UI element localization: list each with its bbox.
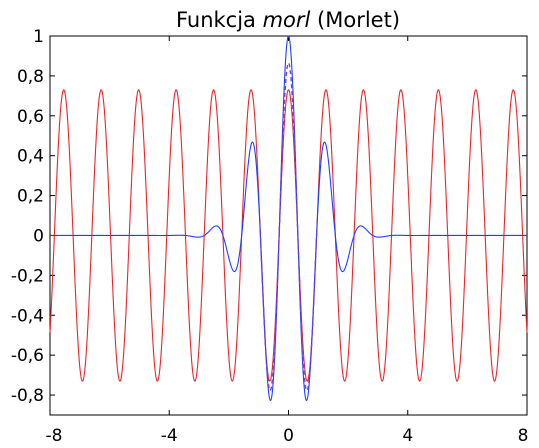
x-tick-label: -8 <box>46 426 63 446</box>
series-morlet-line <box>50 35 527 402</box>
y-tick-label: 0,2 <box>17 187 44 207</box>
y-tick-labels: 1 0,8 0,6 0,4 0,2 0 -0,2 -0,4 -0,6 -0,8 <box>11 27 44 406</box>
series-overlap-dash <box>259 62 318 392</box>
y-tick-label: -0,6 <box>11 346 44 366</box>
plot-frame <box>49 35 528 416</box>
y-tick-label: 0 <box>33 226 44 246</box>
x-tick-label: 8 <box>518 426 529 446</box>
chart-title: Funkcja morl (Morlet) <box>176 8 400 32</box>
x-tick-labels: -8 -4 0 4 8 <box>46 426 529 446</box>
y-tick-label: 0,8 <box>17 67 44 87</box>
x-tick-label: 0 <box>283 426 294 446</box>
y-tick-label: -0,4 <box>11 306 44 326</box>
tick-marks <box>49 35 528 415</box>
y-tick-label: 0,4 <box>17 147 44 167</box>
y-tick-label: -0,8 <box>11 386 44 406</box>
x-tick-label: 4 <box>402 426 413 446</box>
series-cosine-line <box>49 89 528 382</box>
y-tick-label: 0,6 <box>17 107 44 127</box>
x-tick-label: -4 <box>161 426 178 446</box>
y-tick-label: 1 <box>33 27 44 47</box>
y-tick-label: -0,2 <box>11 266 44 286</box>
